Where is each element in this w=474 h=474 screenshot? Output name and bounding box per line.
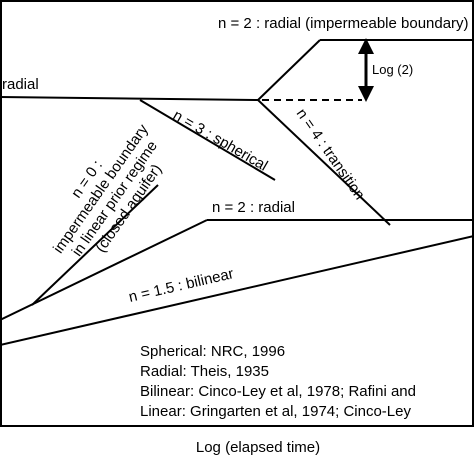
- spherical-line: [139, 99, 276, 181]
- label-bilinear: n = 1.5 : bilinear: [127, 265, 235, 306]
- log2-double-arrow: [358, 38, 374, 102]
- plot-frame: [0, 0, 474, 427]
- label-log2: Log (2): [372, 62, 413, 77]
- closed-aquifer-line: [31, 184, 159, 306]
- x-axis-label: Log (elapsed time): [196, 439, 320, 456]
- radial-left-line: [0, 96, 259, 101]
- rise-line: [257, 39, 321, 101]
- label-spherical: n = 3 : spherical: [170, 107, 271, 175]
- reference-linear: Linear: Gringarten et al, 1974; Cinco-Le…: [140, 403, 411, 420]
- label-transition: n = 4 : transition: [293, 106, 368, 204]
- linear-line: [0, 219, 208, 321]
- reference-spherical: Spherical: NRC, 1996: [140, 343, 285, 360]
- bilinear-line: [0, 235, 474, 346]
- label-radial-mid: n = 2 : radial: [212, 199, 295, 216]
- reference-radial: Radial: Theis, 1935: [140, 363, 269, 380]
- label-radial-impermeable: n = 2 : radial (impermeable boundary): [218, 15, 469, 32]
- reference-bilinear: Bilinear: Cinco-Ley et al, 1978; Rafini …: [140, 383, 416, 400]
- transition-line: [257, 99, 391, 226]
- closed-aquifer-label: n = 0 : impermeable boundary in linear p…: [50, 121, 165, 260]
- label-radial-left: radial: [2, 76, 39, 93]
